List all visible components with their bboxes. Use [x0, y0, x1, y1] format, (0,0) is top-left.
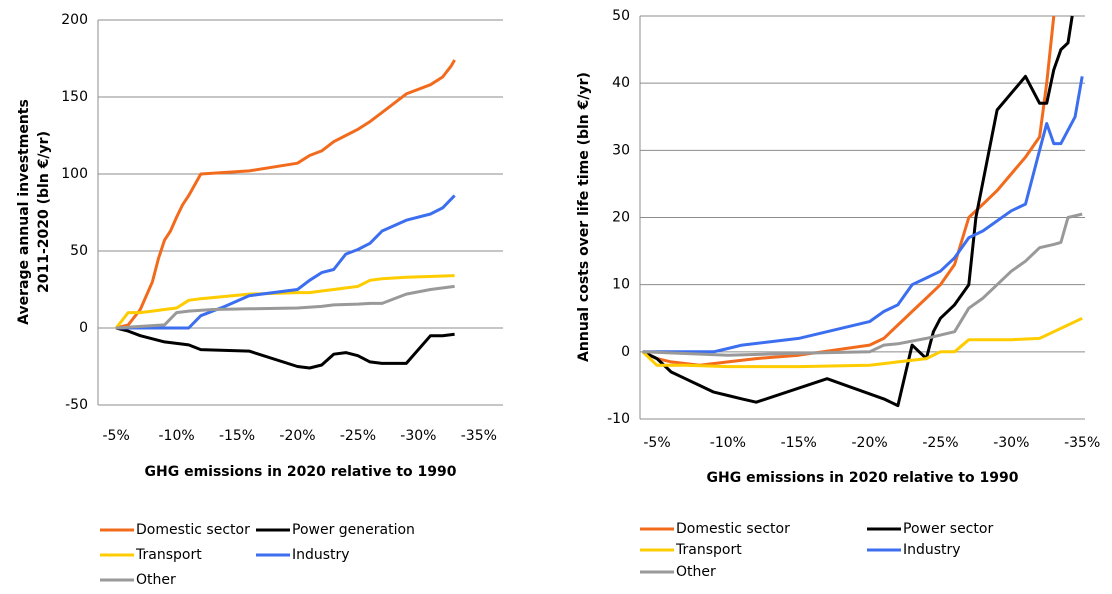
x-tick-label: -15%: [219, 428, 255, 444]
x-tick-label: -20%: [852, 435, 888, 451]
x-tick-label: -5%: [103, 428, 130, 444]
y-tick-label: 100: [61, 166, 88, 182]
y-tick-label: 0: [621, 344, 630, 360]
series-line: [642, 212, 1083, 357]
x-tick-label: -25%: [922, 435, 958, 451]
legend-label: Transport: [675, 542, 742, 558]
legend-label: Domestic sector: [676, 521, 790, 537]
x-tick-label: -10%: [158, 428, 194, 444]
series-line: [115, 326, 455, 370]
series-line: [641, 316, 1083, 369]
y-tick-label: 50: [612, 8, 630, 24]
x-tick-label: -30%: [400, 428, 436, 444]
y-axis-title: 2011-2020 (bln €/yr): [36, 131, 52, 293]
x-tick-label: -20%: [279, 428, 315, 444]
y-tick-label: 50: [70, 243, 88, 259]
x-tick-label: -5%: [643, 435, 670, 451]
y-tick-label: 30: [612, 142, 630, 158]
x-tick-label: -15%: [781, 435, 817, 451]
y-tick-label: 200: [61, 12, 88, 28]
y-axis-title: Annual costs over life time (bln €/yr): [576, 72, 592, 362]
legend-label: Power generation: [292, 522, 415, 538]
x-tick-label: -10%: [710, 435, 746, 451]
legend-label: Other: [136, 572, 176, 588]
x-tick-label: -25%: [340, 428, 376, 444]
y-tick-label: 40: [612, 75, 630, 91]
y-tick-label: -50: [65, 397, 88, 413]
series-line: [642, 15, 1056, 367]
y-tick-label: 0: [79, 320, 88, 336]
legend-label: Power sector: [903, 521, 993, 537]
legend-label: Other: [676, 564, 716, 580]
y-tick-label: 150: [61, 89, 88, 105]
series-line: [116, 284, 455, 330]
x-axis-title: GHG emissions in 2020 relative to 1990: [707, 470, 1019, 486]
y-tick-label: 20: [612, 210, 630, 226]
y-axis-title: Average annual investments: [16, 99, 32, 325]
x-axis-title: GHG emissions in 2020 relative to 1990: [145, 464, 457, 480]
legend-label: Industry: [903, 542, 961, 558]
y-tick-label: -10: [607, 411, 630, 427]
legend-label: Domestic sector: [136, 522, 250, 538]
x-tick-label: -35%: [461, 428, 497, 444]
x-tick-label: -30%: [993, 435, 1029, 451]
series-line: [115, 59, 456, 330]
y-tick-label: 10: [612, 277, 630, 293]
legend-label: Industry: [292, 547, 350, 563]
series-line: [642, 76, 1084, 354]
series-line: [116, 194, 456, 330]
x-tick-label: -35%: [1064, 435, 1100, 451]
legend-label: Transport: [135, 547, 202, 563]
series-line: [114, 274, 455, 329]
